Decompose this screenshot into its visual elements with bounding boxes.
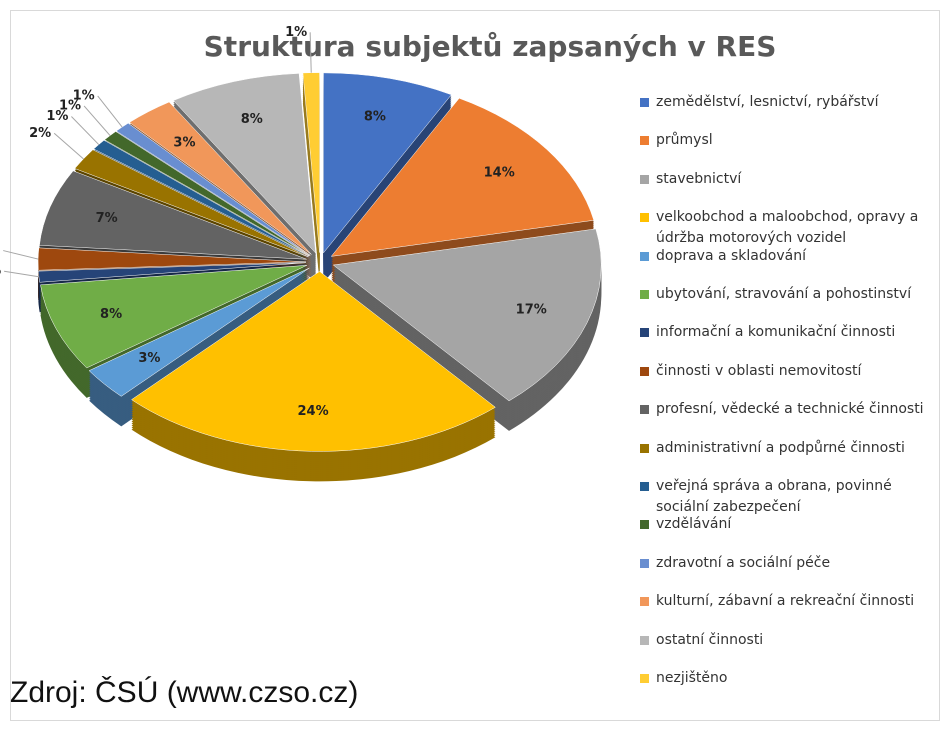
legend-item: ostatní činnosti (640, 630, 940, 651)
legend-swatch (640, 635, 649, 645)
slice (115, 122, 311, 256)
legend-swatch (640, 520, 649, 530)
legend-label: vzdělávání (656, 516, 732, 533)
legend-swatch (640, 98, 649, 107)
legend-swatch (640, 558, 649, 568)
legend-item: administrativní a podpůrné činnosti (640, 438, 940, 459)
data-label: 8% (241, 112, 263, 127)
source-note: Zdroj: ČSÚ (www.czso.cz) (10, 676, 359, 709)
legend-swatch (640, 366, 649, 376)
legend-label: průmysl (656, 132, 713, 149)
legend-swatch (640, 443, 649, 453)
slice (40, 265, 307, 369)
data-label: 17% (516, 303, 547, 318)
legend-label: ostatní činnosti (656, 631, 764, 648)
legend-label: zdravotní a sociální péče (656, 554, 831, 571)
data-label: 1% (59, 98, 81, 113)
legend-swatch (640, 328, 649, 338)
chart-title: Struktura subjektů zapsaných v RES (204, 30, 777, 63)
slice (37, 247, 307, 271)
leader-line (3, 250, 39, 260)
slice (39, 170, 307, 260)
legend-label: veřejná správa a obrana, povinné sociáln… (656, 478, 892, 515)
legend-label: zemědělství, lesnictví, rybářství (656, 94, 879, 110)
slice (172, 73, 317, 254)
legend-label: nezjištěno (656, 670, 728, 686)
slice (323, 72, 452, 254)
slice (88, 267, 310, 397)
legend-swatch (640, 213, 649, 223)
data-label: 14% (484, 165, 515, 180)
slice (131, 271, 496, 452)
data-label: 3% (173, 136, 195, 151)
slice (38, 262, 307, 283)
legend-swatch (640, 674, 649, 683)
data-label: 2% (29, 126, 51, 141)
slice (104, 131, 310, 256)
slice (302, 72, 320, 253)
legend-item: zemědělství, lesnictví, rybářství (640, 92, 940, 113)
data-label: 1% (285, 25, 307, 40)
legend-item: ubytování, stravování a pohostinství (640, 284, 940, 305)
legend-item: průmysl (640, 130, 940, 151)
legend-item: profesní, vědecké a technické činnosti (640, 399, 940, 420)
leader-line (309, 32, 312, 73)
legend-item: vzdělávání (640, 514, 940, 535)
legend-swatch (640, 482, 649, 491)
slice-side (38, 264, 307, 285)
legend-label: velkoobchod a maloobchod, opravy a údržb… (656, 209, 919, 247)
legend-item: zdravotní a sociální péče (640, 553, 940, 574)
slice (129, 101, 312, 255)
legend-item: stavebnictví (640, 169, 940, 190)
legend-swatch (640, 136, 649, 146)
data-label: 8% (100, 307, 122, 322)
leader-line (83, 105, 111, 136)
leader-line (53, 132, 84, 160)
legend-label: činnosti v oblasti nemovitostí (656, 362, 862, 379)
legend-swatch (640, 290, 649, 299)
legend-swatch (640, 597, 649, 607)
legend-label: administrativní a podpůrné činnosti (656, 439, 905, 456)
legend-item: velkoobchod a maloobchod, opravy a údržb… (640, 207, 940, 249)
data-label: 24% (298, 404, 329, 419)
data-label: 7% (96, 211, 118, 226)
data-label: 1% (73, 88, 95, 103)
legend-label: ubytování, stravování a pohostinství (656, 286, 912, 302)
data-label: 1% (46, 109, 68, 124)
legend-label: profesní, vědecké a technické činnosti (656, 401, 924, 418)
data-label: 3% (138, 351, 160, 366)
legend-item: kulturní, zábavní a rekreační činnosti (640, 591, 940, 612)
slice (330, 97, 595, 257)
legend-item: nezjištěno (640, 668, 940, 689)
legend-item: doprava a skladování (640, 246, 940, 267)
data-label: 8% (364, 109, 386, 124)
legend-label: stavebnictví (656, 170, 742, 187)
leader-line (97, 95, 123, 128)
slice (332, 228, 602, 402)
data-label: 1% (0, 264, 1, 279)
legend-label: doprava a skladování (656, 247, 806, 264)
legend-item: informační a komunikační činnosti (640, 322, 940, 343)
legend-swatch (640, 251, 649, 261)
legend-swatch (640, 174, 649, 184)
chart-border (10, 10, 940, 721)
leader-line (71, 116, 100, 145)
legend-swatch (640, 405, 649, 415)
legend-label: informační a komunikační činnosti (656, 324, 896, 341)
leader-line (4, 270, 39, 278)
legend-label: kulturní, zábavní a rekreační činnosti (656, 593, 915, 610)
legend-item: činnosti v oblasti nemovitostí (640, 361, 940, 382)
legend-item: veřejná správa a obrana, povinné sociáln… (640, 476, 940, 518)
